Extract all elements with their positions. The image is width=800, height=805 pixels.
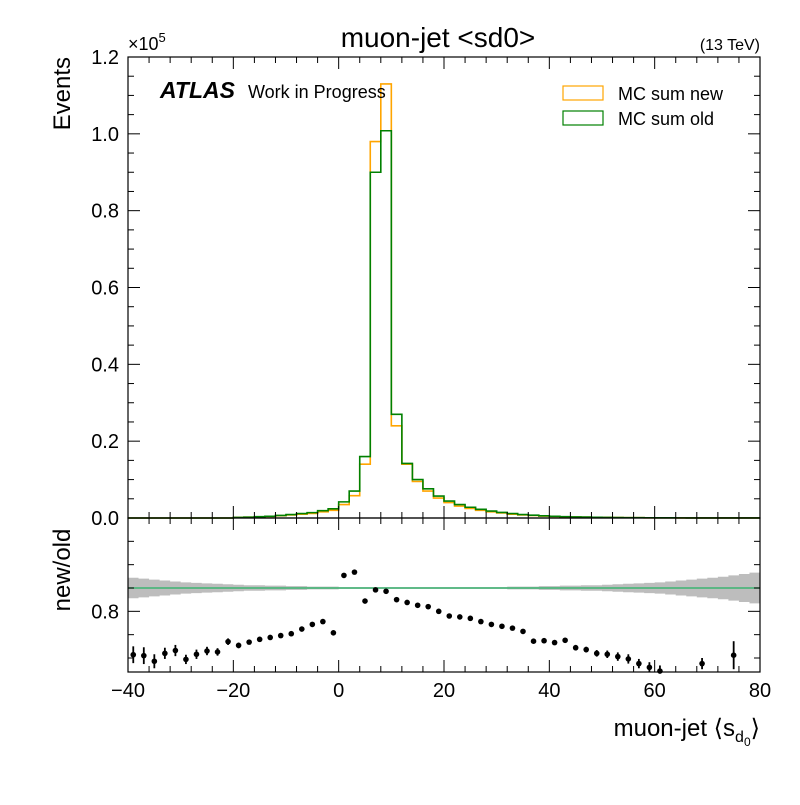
ratio-point-40: [551, 639, 558, 646]
ratio-point-28: [425, 603, 432, 610]
ratio-point-3: [162, 650, 168, 657]
y-tick-label: 0.2: [91, 431, 119, 453]
ratio-point-44: [593, 650, 600, 657]
ratio-point-27: [414, 602, 421, 609]
ratio-point-37: [520, 628, 526, 635]
y-tick-label: 0.6: [91, 278, 119, 300]
ratio-point-34: [488, 621, 495, 628]
ratio-point-0: [130, 651, 137, 658]
ratio-point-48: [636, 660, 642, 667]
ratio-point-39: [541, 637, 547, 644]
x-axis-label: muon-jet ⟨sd0⟩: [614, 715, 760, 749]
ratio-point-46: [615, 653, 621, 660]
legend-label-old: MC sum old: [618, 109, 714, 129]
status-label: Work in Progress: [248, 82, 386, 102]
histogram-series-new: [128, 83, 760, 519]
ratio-point-11: [246, 639, 252, 645]
y-tick-label: 1.2: [91, 47, 119, 69]
ratio-point-38: [530, 638, 537, 644]
y-multiplier: ×105: [128, 30, 166, 54]
main-histogram-series: [128, 83, 760, 519]
x-tick-label: 40: [538, 680, 560, 702]
ratio-point-20: [341, 572, 347, 579]
ratio-panel-ticks: −40 −20 0 20 40 60 80 0.8: [91, 517, 771, 702]
ratio-point-50: [657, 668, 663, 674]
histogram-series-old: [128, 129, 760, 519]
ratio-point-47: [625, 656, 632, 662]
ratio-point-15: [288, 630, 295, 637]
y-tick-label: 0.4: [91, 354, 119, 376]
y-tick-label: 0.0: [91, 508, 119, 530]
x-axis-label-sub: d: [735, 729, 744, 746]
ratio-point-30: [446, 613, 453, 619]
x-tick-label: 20: [433, 680, 455, 702]
ratio-point-26: [404, 599, 410, 606]
ratio-point-42: [572, 644, 579, 651]
ratio-point-16: [299, 626, 305, 632]
x-axis-label-text: muon-jet: [614, 715, 714, 742]
ratio-point-49: [646, 664, 653, 671]
ratio-point-25: [393, 596, 400, 603]
ratio-point-36: [509, 625, 516, 631]
x-tick-label: −20: [216, 680, 250, 702]
legend-swatch-old: [562, 110, 604, 126]
ratio-point-7: [204, 648, 210, 654]
x-tick-label: 0: [333, 680, 344, 702]
x-tick-label: 80: [749, 680, 771, 702]
x-tick-label: −40: [111, 680, 145, 702]
atlas-label: ATLAS: [159, 77, 236, 103]
ratio-point-43: [583, 646, 589, 653]
y-multiplier-exponent: 5: [159, 30, 166, 45]
ratio-point-29: [435, 608, 442, 615]
x-axis-label-close: ⟩: [751, 715, 760, 742]
ratio-point-33: [478, 618, 484, 625]
chart-title: muon-jet <sd0>: [341, 22, 536, 53]
ratio-point-21: [351, 569, 358, 575]
ratio-point-45: [604, 651, 611, 658]
ratio-point-35: [499, 623, 505, 630]
ratio-point-6: [193, 651, 200, 658]
ratio-point-41: [562, 637, 568, 644]
ratio-point-8: [214, 649, 221, 655]
ratio-point-52: [730, 652, 737, 658]
ratio-points: [130, 569, 737, 674]
x-axis-label-subsub: 0: [744, 735, 751, 749]
y-tick-label: 1.0: [91, 124, 119, 146]
ratio-point-31: [457, 614, 463, 620]
ratio-point-2: [151, 658, 158, 665]
legend-swatch-new: [562, 85, 604, 101]
y-multiplier-base: ×10: [128, 34, 159, 54]
ratio-point-1: [141, 652, 147, 659]
ratio-point-13: [267, 634, 274, 641]
ratio-point-18: [320, 618, 326, 625]
y-axis-label: Events: [49, 57, 76, 130]
ratio-point-32: [467, 615, 474, 622]
y-tick-label: 0.8: [91, 201, 119, 223]
x-axis-label-symbol: ⟨s: [714, 715, 735, 742]
ratio-point-22: [362, 598, 368, 604]
ratio-point-9: [225, 638, 231, 645]
energy-label: (13 TeV): [700, 37, 760, 54]
ratio-point-10: [235, 642, 242, 649]
ratio-point-17: [309, 621, 316, 628]
ratio-y-tick-label: 0.8: [91, 601, 119, 623]
ratio-point-14: [277, 632, 284, 639]
ratio-point-4: [172, 647, 179, 654]
ratio-point-19: [330, 630, 337, 636]
legend: MC sum new MC sum old: [562, 84, 724, 129]
ratio-point-12: [256, 636, 263, 643]
main-panel-ticks: 0.0 0.2 0.4 0.6 0.8 1.0 1.2: [91, 47, 761, 530]
ratio-point-5: [183, 656, 189, 663]
ratio-point-23: [372, 587, 379, 593]
ratio-panel-frame: [127, 517, 761, 673]
ratio-point-24: [383, 588, 389, 595]
x-tick-label: 60: [644, 680, 666, 702]
ratio-point-51: [699, 660, 705, 667]
legend-label-new: MC sum new: [618, 84, 724, 104]
ratio-y-axis-label: new/old: [49, 529, 76, 612]
